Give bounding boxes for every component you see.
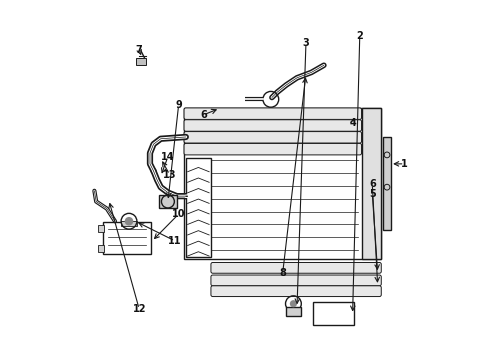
Bar: [186, 158, 211, 257]
Text: 14: 14: [161, 152, 174, 162]
FancyBboxPatch shape: [211, 286, 381, 297]
FancyBboxPatch shape: [184, 108, 362, 120]
Text: 10: 10: [172, 209, 185, 219]
Circle shape: [290, 300, 297, 307]
Text: 8: 8: [279, 268, 286, 278]
Text: 6: 6: [369, 179, 376, 189]
FancyBboxPatch shape: [184, 120, 362, 131]
Bar: [286, 307, 300, 316]
Bar: [362, 108, 381, 259]
Text: 4: 4: [349, 118, 356, 128]
Bar: [121, 221, 137, 226]
FancyBboxPatch shape: [211, 262, 381, 273]
Bar: [159, 195, 177, 208]
Text: 6: 6: [200, 110, 207, 120]
Bar: [136, 58, 146, 65]
Text: 1: 1: [401, 159, 408, 169]
Bar: [184, 108, 381, 259]
Text: 7: 7: [136, 45, 143, 55]
Text: 5: 5: [369, 189, 376, 199]
Circle shape: [124, 217, 133, 226]
Text: 12: 12: [132, 304, 146, 314]
Text: 13: 13: [163, 170, 176, 180]
Text: 9: 9: [175, 100, 182, 110]
Text: 2: 2: [356, 31, 363, 41]
Text: 3: 3: [303, 38, 309, 48]
FancyBboxPatch shape: [184, 143, 362, 155]
Text: 11: 11: [169, 236, 182, 246]
FancyBboxPatch shape: [211, 275, 381, 286]
FancyBboxPatch shape: [184, 132, 362, 143]
Bar: [383, 137, 391, 230]
FancyBboxPatch shape: [102, 222, 151, 254]
Bar: [313, 302, 354, 325]
Bar: [98, 244, 104, 252]
Bar: [98, 225, 104, 232]
